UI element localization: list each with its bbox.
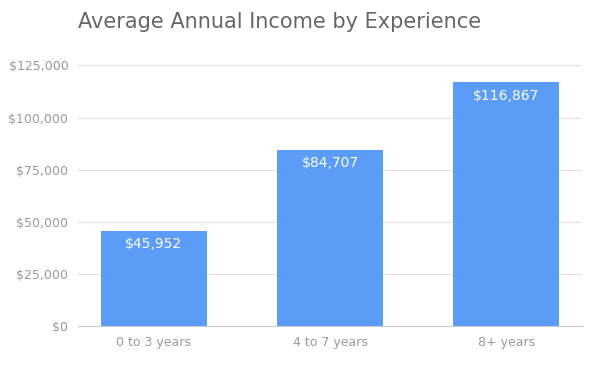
Bar: [454, 82, 559, 326]
Text: $116,867: $116,867: [473, 89, 539, 103]
Bar: [277, 150, 383, 326]
Text: $45,952: $45,952: [125, 237, 182, 251]
Text: Average Annual Income by Experience: Average Annual Income by Experience: [78, 12, 481, 32]
Text: $84,707: $84,707: [301, 156, 359, 170]
Bar: [101, 230, 206, 326]
